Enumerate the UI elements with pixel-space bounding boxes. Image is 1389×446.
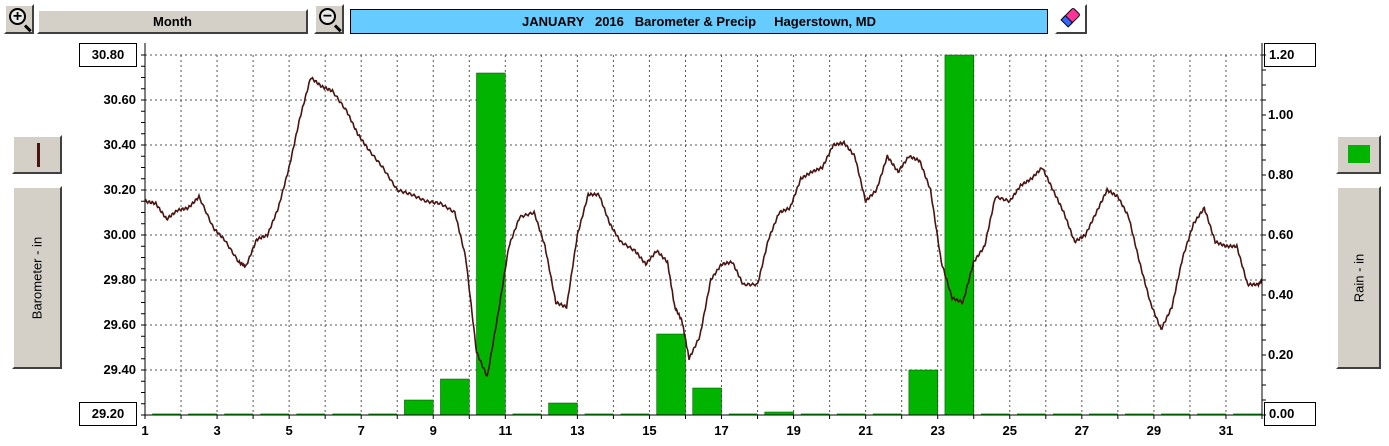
zoom-out-icon: − — [319, 8, 336, 25]
rain-bar — [152, 413, 182, 415]
eraser-icon — [1060, 8, 1080, 28]
x-tick-label: 27 — [1075, 423, 1089, 438]
x-tick-label: 15 — [642, 423, 656, 438]
rain-axis-button[interactable]: Rain - in — [1336, 186, 1381, 369]
rain-bar — [260, 413, 290, 415]
rain-bar — [1197, 413, 1226, 415]
left-tick-label: 29.40 — [103, 362, 136, 377]
rain-bar — [980, 413, 1010, 415]
bar-swatch-icon — [1348, 145, 1370, 163]
x-tick-label: 3 — [213, 423, 220, 438]
x-tick-label: 25 — [1003, 423, 1017, 438]
eraser-button[interactable] — [1055, 4, 1087, 34]
plot-frame — [144, 43, 1263, 417]
left-tick-label: 30.00 — [103, 227, 136, 242]
rain-bar — [476, 72, 506, 416]
right-top-value: 1.20 — [1264, 43, 1316, 67]
rain-bar — [224, 413, 254, 415]
x-tick-label: 21 — [858, 423, 872, 438]
left-top-value: 30.80 — [79, 43, 137, 67]
left-tick-label: 30.20 — [103, 182, 136, 197]
rain-bar — [656, 333, 686, 416]
right-tick-label: 0.60 — [1268, 227, 1293, 242]
rain-bar — [404, 399, 434, 416]
left-tick-label: 30.60 — [103, 92, 136, 107]
x-tick-label: 5 — [286, 423, 293, 438]
x-tick-label: 23 — [930, 423, 944, 438]
rain-bar — [368, 413, 398, 415]
rain-bar — [1161, 413, 1190, 415]
x-tick-label: 1 — [141, 423, 148, 438]
left-bottom-value: 29.20 — [79, 402, 137, 426]
x-tick-label: 29 — [1147, 423, 1161, 438]
x-tick-label: 19 — [786, 423, 800, 438]
x-tick-label: 9 — [430, 423, 437, 438]
line-swatch-icon — [37, 143, 40, 167]
rain-bar — [1233, 413, 1262, 415]
right-bottom-value: 0.00 — [1264, 402, 1316, 426]
rain-bar — [1016, 413, 1046, 415]
right-tick-label: 1.00 — [1268, 107, 1293, 122]
right-tick-label: 0.80 — [1268, 167, 1293, 182]
left-tick-label: 30.40 — [103, 137, 136, 152]
barometer-axis-button[interactable]: Barometer - in — [12, 186, 62, 369]
zoom-in-icon: + — [9, 8, 26, 25]
grid — [144, 54, 1263, 416]
zoom-in-button[interactable]: + — [4, 4, 34, 34]
rain-bar — [440, 378, 470, 416]
x-tick-label: 17 — [714, 423, 728, 438]
left-tick-label: 29.80 — [103, 272, 136, 287]
rain-bar — [872, 413, 902, 415]
x-tick-label: 13 — [570, 423, 584, 438]
rain-bar — [296, 413, 326, 415]
rain-bar — [548, 402, 578, 416]
rain-bar — [188, 413, 218, 415]
rain-bar — [836, 413, 866, 415]
rain-bar — [332, 413, 362, 415]
rain-bar — [620, 413, 650, 415]
chart-title: JANUARY 2016 Barometer & Precip Hagersto… — [350, 9, 1048, 34]
rain-bar — [512, 413, 542, 415]
zoom-out-button[interactable]: − — [314, 4, 344, 34]
rain-bar — [1089, 413, 1118, 415]
rain-bar — [1053, 413, 1082, 415]
period-select-button[interactable]: Month — [37, 9, 308, 34]
rain-bar — [908, 369, 938, 416]
x-tick-label: 31 — [1219, 423, 1233, 438]
barometer-series-line — [144, 76, 1263, 377]
tick-labels: 29.4029.6029.8030.0030.2030.4030.600.200… — [103, 92, 1293, 438]
x-tick-label: 7 — [358, 423, 365, 438]
x-tick-label: 11 — [498, 423, 512, 438]
rain-bar — [800, 413, 830, 415]
rain-bar — [584, 413, 614, 415]
rain-bar — [728, 413, 758, 415]
barometer-legend-button[interactable] — [12, 135, 62, 174]
rain-legend-button[interactable] — [1336, 135, 1381, 174]
rain-bar — [944, 54, 974, 416]
right-tick-label: 0.40 — [1268, 287, 1293, 302]
right-tick-label: 0.20 — [1268, 347, 1293, 362]
rain-bar — [692, 387, 722, 416]
barometer-line — [144, 76, 1263, 377]
rain-bar — [1125, 413, 1154, 415]
left-tick-label: 29.60 — [103, 317, 136, 332]
axis-ticks — [141, 54, 1266, 419]
